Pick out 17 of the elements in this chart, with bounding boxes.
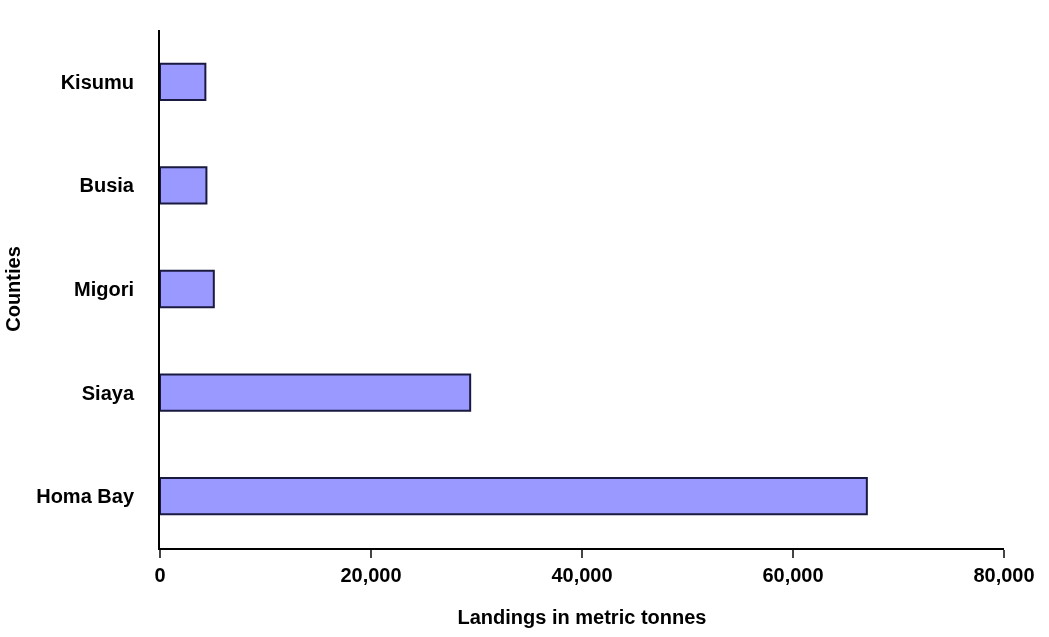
x-axis-title: Landings in metric tonnes (457, 606, 707, 628)
y-tick-label: Kisumu (60, 70, 134, 93)
y-tick-label: Busia (79, 174, 135, 197)
bar (160, 477, 868, 516)
x-tick-label: 20,000 (340, 564, 402, 586)
y-tick-label: Migori (74, 278, 134, 300)
y-axis-title: Counties (2, 246, 25, 332)
bar (160, 269, 215, 309)
x-tick-label: 0 (154, 564, 166, 586)
bar (160, 166, 208, 205)
bar (160, 62, 207, 101)
x-tick-label: 40,000 (551, 564, 613, 586)
x-tick-label: 80,000 (973, 564, 1035, 586)
y-tick-label: Homa Bay (36, 485, 135, 508)
y-tick-label: Siaya (81, 381, 135, 404)
x-tick-label: 60,000 (762, 564, 824, 586)
bar (160, 373, 472, 412)
